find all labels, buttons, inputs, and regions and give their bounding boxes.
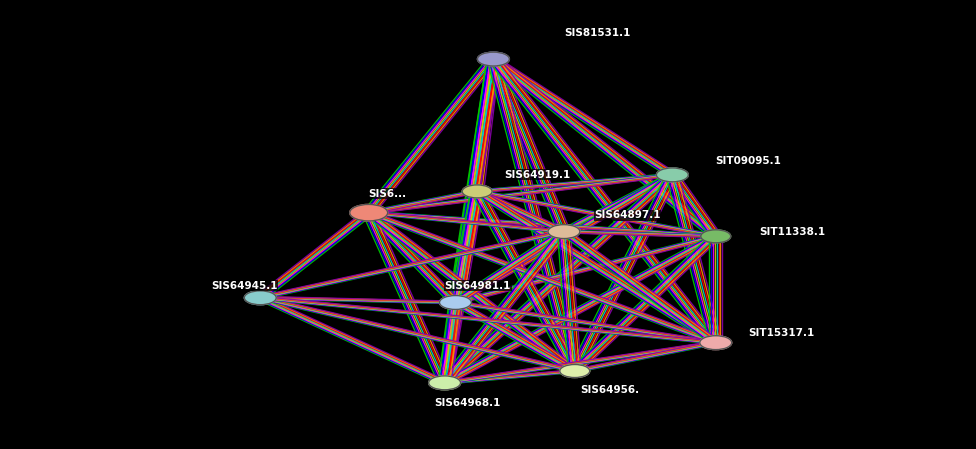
Circle shape (349, 204, 387, 221)
Text: SIT15317.1: SIT15317.1 (749, 328, 815, 338)
Text: SIS64919.1: SIS64919.1 (505, 170, 571, 180)
Circle shape (700, 336, 732, 350)
Circle shape (701, 230, 731, 243)
Text: SIS64981.1: SIS64981.1 (445, 281, 511, 291)
Circle shape (657, 168, 688, 182)
Text: SIS64956.: SIS64956. (580, 385, 639, 395)
Text: SIS81531.1: SIS81531.1 (564, 28, 630, 38)
Text: SIS6...: SIS6... (369, 189, 407, 199)
Text: SIT11338.1: SIT11338.1 (759, 227, 826, 237)
Circle shape (548, 224, 580, 238)
Circle shape (463, 185, 492, 198)
Circle shape (428, 376, 461, 390)
Text: SIS64945.1: SIS64945.1 (212, 281, 278, 291)
Circle shape (477, 52, 509, 66)
Circle shape (244, 291, 276, 305)
Text: SIS64968.1: SIS64968.1 (433, 398, 500, 408)
Text: SIT09095.1: SIT09095.1 (715, 156, 782, 166)
Circle shape (560, 365, 590, 378)
Circle shape (439, 295, 471, 309)
Text: SIS64897.1: SIS64897.1 (594, 210, 661, 220)
